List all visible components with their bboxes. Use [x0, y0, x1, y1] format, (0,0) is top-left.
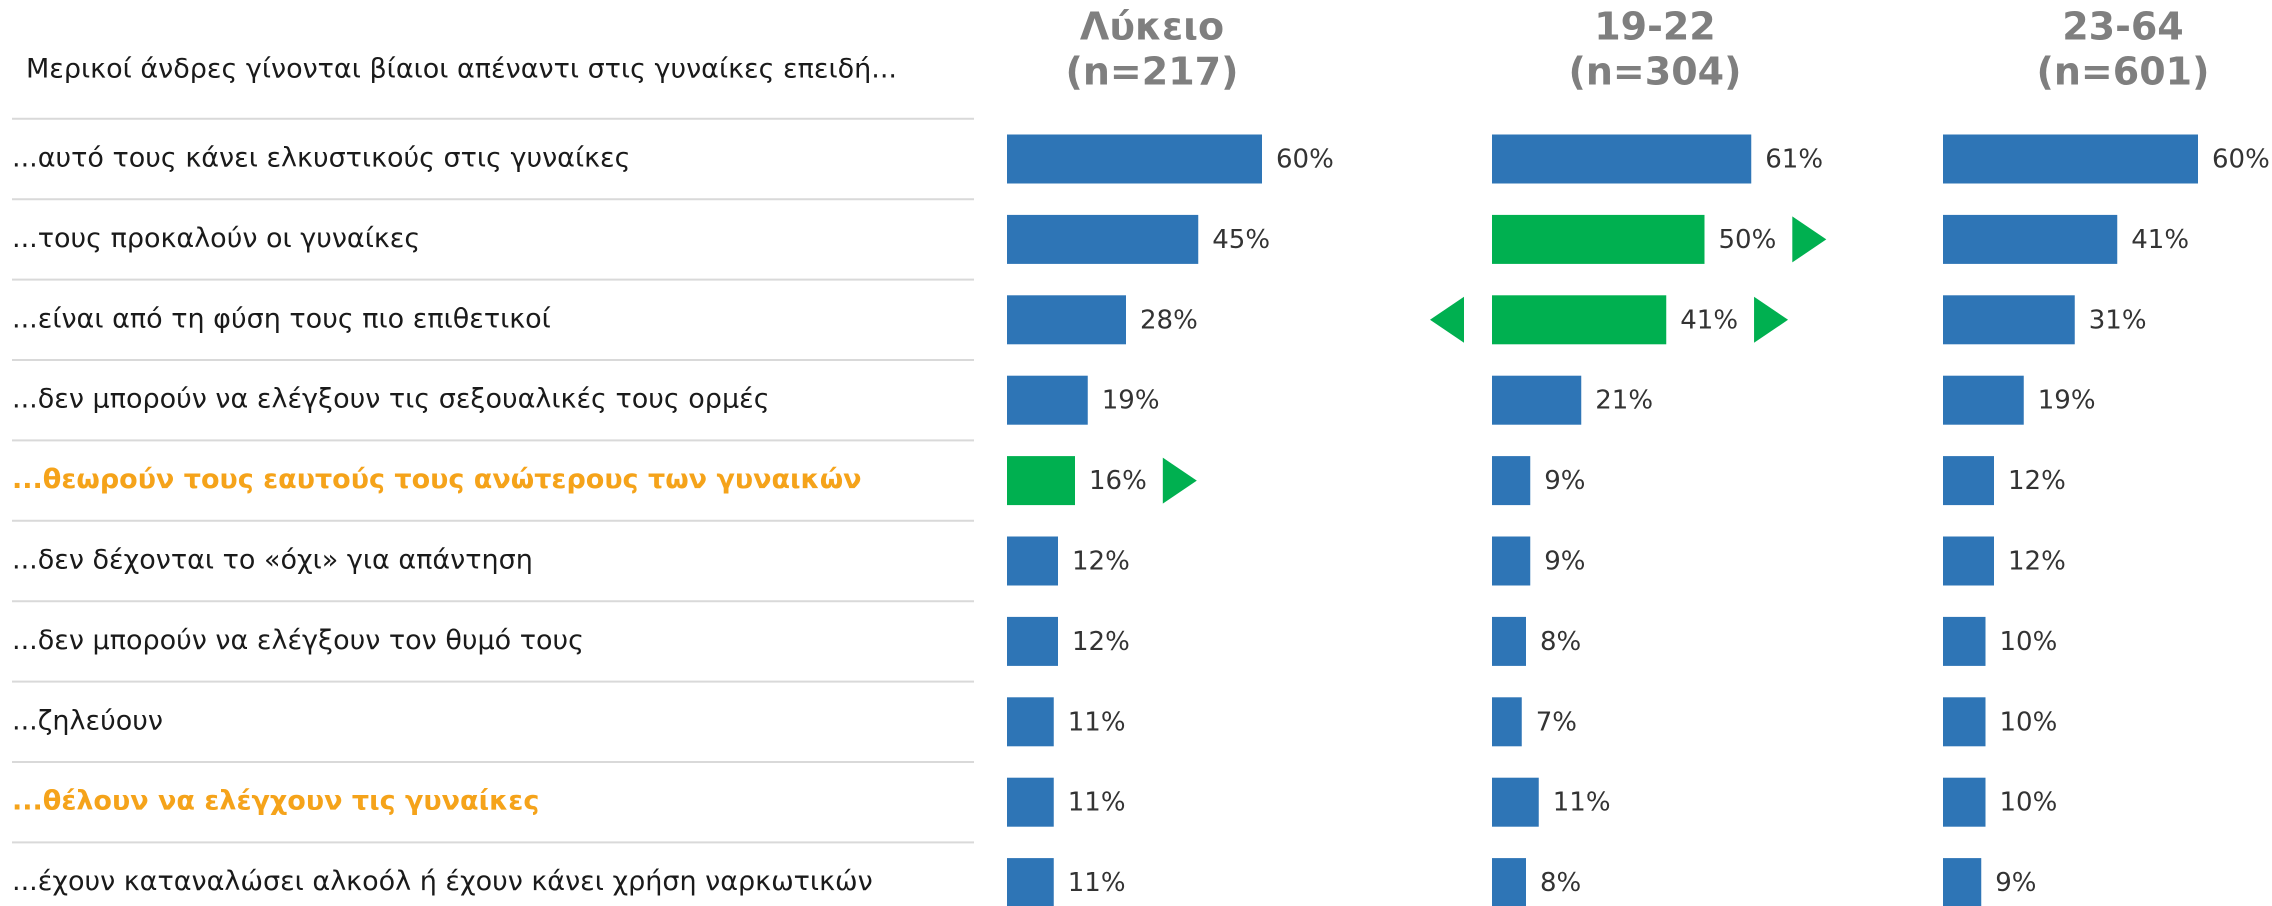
value-label: 19%: [2038, 386, 2096, 416]
bar: [1492, 134, 1752, 184]
value-label: 8%: [1540, 627, 1581, 657]
series-name: 23-64: [2062, 5, 2184, 49]
series-sample: (n=304): [1569, 50, 1742, 94]
value-label: 11%: [1068, 707, 1126, 737]
bar: [1943, 858, 1982, 906]
category-label: ...ζηλεύουν: [12, 705, 163, 736]
arrow-right: [1162, 457, 1197, 504]
bar: [1492, 295, 1667, 345]
category-label: ...αυτό τους κάνει ελκυστικούς στις γυνα…: [12, 143, 630, 174]
value-label: 41%: [1680, 305, 1738, 335]
value-label: 11%: [1553, 788, 1611, 818]
bar: [1492, 697, 1522, 747]
bar: [1943, 777, 1986, 827]
value-label: 19%: [1102, 386, 1160, 416]
bar: [1492, 858, 1526, 906]
value-label: 61%: [1765, 145, 1823, 175]
bar: [1943, 456, 1994, 506]
bar: [1007, 214, 1199, 264]
bar: [1492, 375, 1582, 425]
value-label: 9%: [1544, 466, 1585, 496]
value-label: 8%: [1540, 868, 1581, 898]
category-label: ...είναι από τη φύση τους πιο επιθετικοί: [12, 303, 551, 334]
category-label: ...έχουν καταναλώσει αλκοόλ ή έχουν κάνε…: [12, 866, 873, 897]
bar: [1007, 858, 1054, 906]
value-label: 12%: [2008, 466, 2066, 496]
value-label: 10%: [2000, 627, 2058, 657]
value-label: 45%: [1212, 225, 1270, 255]
value-label: 11%: [1068, 788, 1126, 818]
value-label: 12%: [2008, 547, 2066, 577]
value-label: 31%: [2089, 305, 2147, 335]
value-label: 60%: [1276, 145, 1334, 175]
series-sample: (n=601): [2037, 50, 2210, 94]
value-label: 12%: [1072, 547, 1130, 577]
value-label: 11%: [1068, 868, 1126, 898]
bar: [1007, 777, 1054, 827]
bar: [1007, 134, 1262, 184]
value-label: 10%: [2000, 707, 2058, 737]
category-label: ...θεωρούν τους εαυτούς τους ανώτερους τ…: [12, 464, 862, 495]
value-label: 16%: [1089, 466, 1147, 496]
series-sample: (n=217): [1066, 50, 1239, 94]
bar: [1007, 536, 1058, 586]
bar: [1943, 134, 2198, 184]
bar: [1943, 214, 2118, 264]
value-label: 41%: [2131, 225, 2189, 255]
arrow-right: [1754, 296, 1789, 343]
category-label: ...δεν μπορούν να ελέγξουν τις σεξουαλικ…: [12, 384, 770, 415]
value-label: 9%: [1544, 547, 1585, 577]
value-label: 7%: [1536, 707, 1577, 737]
bar: [1943, 536, 1994, 586]
bar: [1007, 295, 1126, 345]
value-label: 60%: [2212, 145, 2270, 175]
category-label: ...δεν μπορούν να ελέγξουν τον θυμό τους: [12, 625, 584, 656]
value-label: 50%: [1719, 225, 1777, 255]
bar: [1492, 777, 1539, 827]
bar: [1943, 697, 1986, 747]
bar: [1007, 616, 1058, 666]
arrow-left: [1430, 296, 1464, 343]
bar: [1492, 616, 1526, 666]
bar: [1492, 456, 1531, 506]
bar: [1943, 616, 1986, 666]
chart-title: Μερικοί άνδρες γίνονται βίαιοι απέναντι …: [26, 54, 897, 85]
value-label: 10%: [2000, 788, 2058, 818]
series-name: Λύκειο: [1080, 5, 1224, 49]
category-label: ...θέλουν να ελέγχουν τις γυναίκες: [12, 786, 539, 817]
series-name: 19-22: [1594, 5, 1716, 49]
value-label: 12%: [1072, 627, 1130, 657]
bar: [1492, 214, 1705, 264]
bar: [1007, 697, 1054, 747]
bar: [1007, 456, 1075, 506]
bar: [1007, 375, 1088, 425]
value-label: 9%: [1995, 868, 2036, 898]
arrow-right: [1792, 216, 1827, 263]
value-label: 21%: [1595, 386, 1653, 416]
bar: [1492, 536, 1531, 586]
category-label: ...δεν δέχονται το «όχι» για απάντηση: [12, 545, 533, 576]
value-label: 28%: [1140, 305, 1198, 335]
category-label: ...τους προκαλούν οι γυναίκες: [12, 223, 420, 254]
bar: [1943, 295, 2075, 345]
bar: [1943, 375, 2024, 425]
